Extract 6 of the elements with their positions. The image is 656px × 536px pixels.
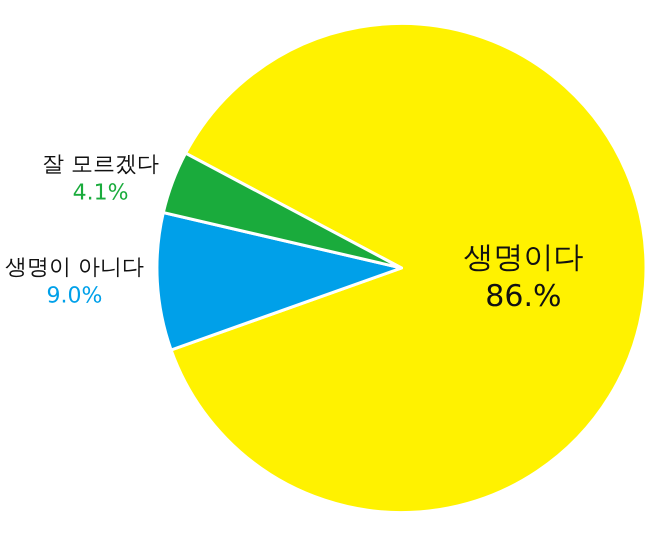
slice-label: 생명이 아니다 [4, 255, 144, 280]
data-label: 86.% [485, 278, 562, 314]
data-label: 9.0% [46, 284, 102, 309]
data-label: 4.1% [72, 180, 129, 206]
slice-label: 잘 모르겠다 [42, 152, 160, 178]
slice-label: 생명이다 [463, 240, 584, 275]
